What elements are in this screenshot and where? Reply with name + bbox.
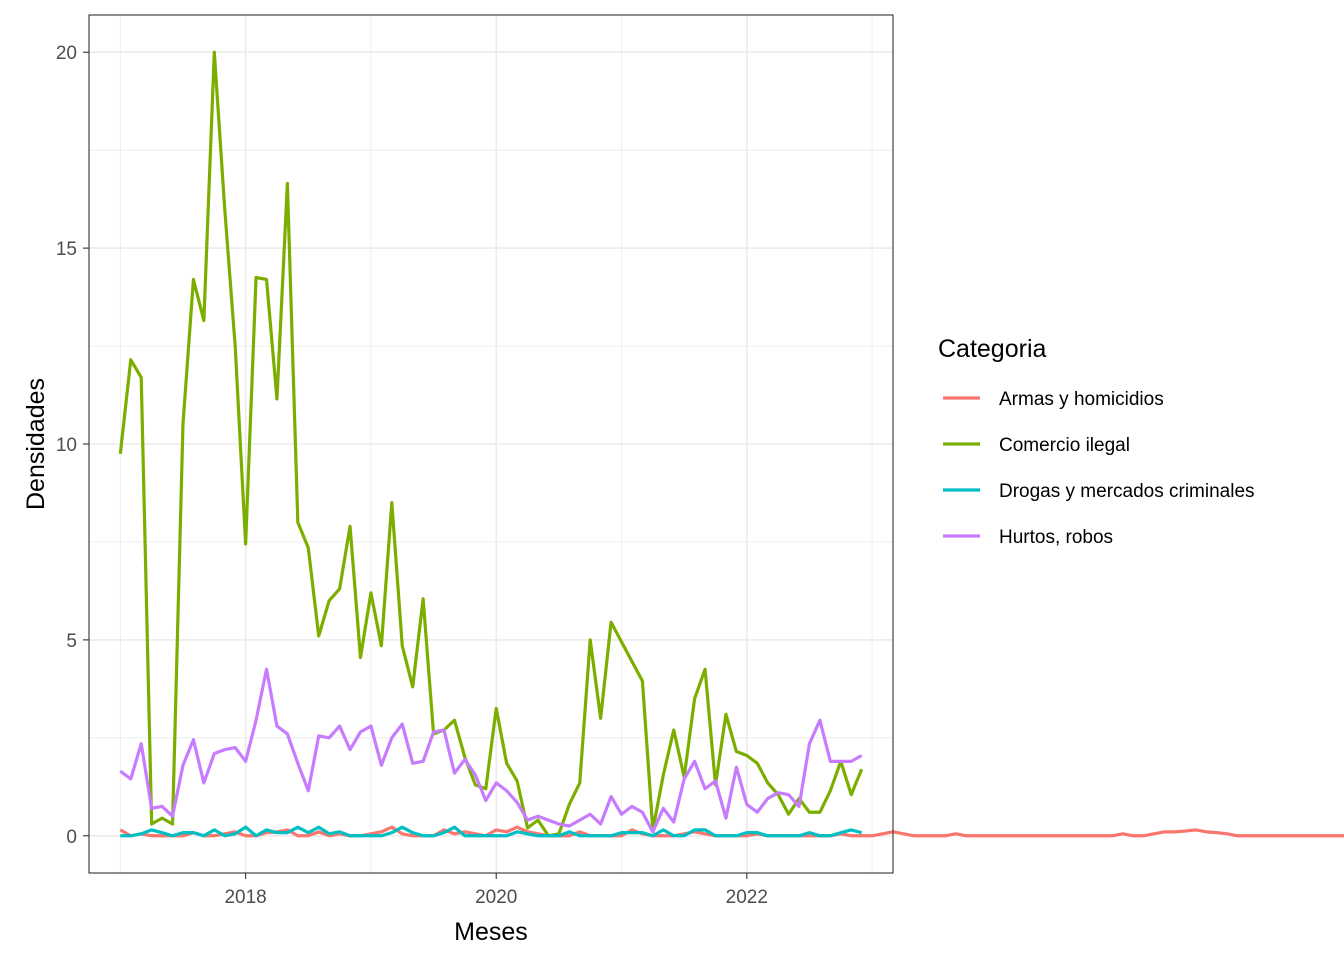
axis-ticks [83,51,748,879]
legend-title: Categoria [938,335,1046,363]
tick-labels: 0 5 10 15 20 2018 2020 2022 [56,43,768,908]
series-line-drogas-y-mercados-criminales [120,825,863,838]
legend-items: Armas y homicidios Comercio ilegal Drogas … [943,389,1255,548]
y-tick-label: 10 [56,435,77,456]
legend-label-armas-y-homicidios: Armas y homicidios [999,389,1164,410]
y-tick-label: 5 [66,631,77,652]
legend-label-comercio-ilegal: Comercio ilegal [999,435,1130,456]
x-axis-title: Meses [454,918,528,946]
legend-label-hurtos-robos: Hurtos, robos [999,527,1113,548]
series-lines [118,50,1344,838]
y-axis-title: Densidades [22,378,50,510]
y-tick-label: 0 [66,827,77,848]
x-tick-label: 2020 [475,887,517,908]
x-tick-label: 2018 [224,887,266,908]
x-tick-label: 2022 [726,887,768,908]
plot-area [88,14,1344,874]
series-line-comercio-ilegal [118,50,864,838]
series-line-hurtos-robos [119,667,863,834]
legend-label-drogas-y-mercados-criminales: Drogas y mercados criminales [999,481,1255,502]
y-tick-label: 20 [56,43,77,64]
major-gridlines [89,15,893,873]
legend: Categoria Armas y homicidios Comercio ile… [938,335,1255,548]
y-tick-label: 15 [56,239,77,260]
